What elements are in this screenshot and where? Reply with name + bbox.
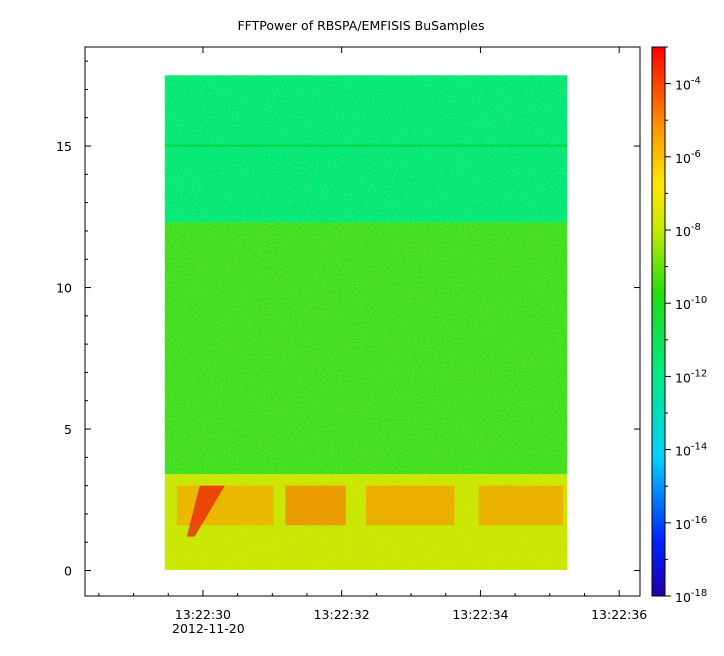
x-tick-label: 13:22:34 — [452, 607, 508, 622]
y-tick-label: 10 — [56, 281, 72, 296]
x-axis: 13:22:30 13:22:32 13:22:34 13:22:36 — [98, 47, 647, 622]
colorbar-tick-label: 10-6 — [675, 149, 701, 166]
chart-title: FFTPower of RBSPA/EMFISIS BuSamples — [237, 18, 484, 33]
colorbar-tick-label: 10-18 — [675, 588, 707, 605]
y-tick-label: 5 — [64, 422, 72, 437]
colorbar-tick-label: 10-10 — [675, 295, 707, 312]
heatmap-hotspot — [365, 485, 455, 526]
colorbar-tick-label: 10-14 — [675, 442, 707, 459]
y-tick-label: 0 — [64, 564, 72, 579]
colorbar-tick-label: 10-4 — [675, 76, 701, 93]
heatmap-hotspot — [186, 485, 225, 537]
colorbar-axis: 10-4 10-6 10-8 10-10 10-12 10-14 10-16 10-18 — [665, 46, 707, 605]
x-tick-date-label: 2012-11-20 — [172, 621, 245, 636]
y-tick-label: 15 — [56, 139, 72, 154]
spectrogram-image — [164, 75, 567, 570]
x-tick-label: 13:22:36 — [591, 607, 647, 622]
heatmap-hotspot — [285, 485, 346, 526]
colorbar — [651, 46, 666, 597]
x-tick-label: 13:22:30 — [175, 607, 231, 622]
colorbar-tick-label: 10-8 — [675, 222, 701, 239]
heatmap-line — [164, 144, 567, 147]
x-tick-label: 13:22:32 — [314, 607, 370, 622]
colorbar-tick-label: 10-16 — [675, 515, 707, 532]
y-axis: 0 5 10 15 — [56, 60, 640, 579]
colorbar-tick-label: 10-12 — [675, 368, 707, 385]
heatmap-hotspot — [478, 485, 564, 526]
